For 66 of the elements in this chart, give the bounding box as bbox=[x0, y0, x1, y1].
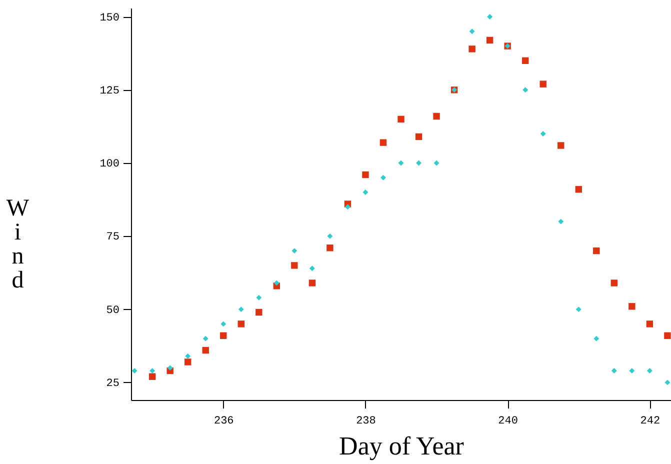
point bbox=[185, 353, 191, 359]
point bbox=[362, 171, 369, 178]
point bbox=[202, 336, 208, 342]
point bbox=[646, 368, 652, 374]
point bbox=[238, 320, 244, 328]
point bbox=[292, 248, 298, 254]
point bbox=[576, 306, 582, 312]
point bbox=[380, 139, 387, 146]
x-tick-label: 242 bbox=[640, 416, 660, 428]
point bbox=[415, 133, 422, 140]
point bbox=[540, 131, 546, 137]
point bbox=[434, 160, 440, 166]
point bbox=[220, 321, 226, 327]
x-tick-label: 236 bbox=[214, 416, 234, 428]
point bbox=[398, 116, 404, 123]
y-tick-label: 100 bbox=[100, 158, 120, 171]
point bbox=[468, 46, 476, 52]
point bbox=[594, 336, 600, 342]
y-tick-label: 25 bbox=[106, 378, 120, 390]
point bbox=[469, 28, 475, 34]
point bbox=[558, 142, 564, 149]
point bbox=[167, 365, 173, 371]
y-tick-label: 125 bbox=[100, 85, 120, 98]
point bbox=[486, 36, 494, 44]
point bbox=[558, 218, 564, 224]
point bbox=[132, 368, 138, 374]
point bbox=[326, 244, 334, 252]
point bbox=[593, 247, 600, 254]
x-axis-title: Day of Year bbox=[339, 432, 464, 460]
point bbox=[291, 262, 298, 269]
point bbox=[202, 346, 209, 354]
point bbox=[256, 308, 262, 316]
point bbox=[380, 174, 386, 180]
point bbox=[308, 280, 316, 286]
point bbox=[220, 332, 227, 339]
point bbox=[184, 358, 192, 366]
point bbox=[398, 160, 404, 166]
point bbox=[433, 112, 440, 120]
point bbox=[664, 380, 670, 386]
point bbox=[664, 332, 671, 339]
point bbox=[628, 303, 636, 310]
x-tick-label: 238 bbox=[356, 416, 376, 428]
point bbox=[274, 280, 280, 286]
point bbox=[148, 373, 156, 380]
point bbox=[540, 80, 546, 88]
point bbox=[575, 186, 582, 193]
point bbox=[522, 87, 528, 93]
point bbox=[150, 368, 156, 374]
y-tick-label: 50 bbox=[106, 304, 120, 317]
point bbox=[629, 368, 635, 374]
point bbox=[344, 204, 350, 210]
point bbox=[610, 280, 618, 286]
y-axis-title: Wind bbox=[6, 196, 30, 294]
x-tick-label: 240 bbox=[498, 416, 518, 428]
y-tick-label: 150 bbox=[100, 12, 120, 24]
point bbox=[238, 306, 244, 312]
point bbox=[611, 368, 617, 374]
point bbox=[309, 266, 315, 272]
point bbox=[416, 160, 422, 166]
y-tick-label: 75 bbox=[106, 232, 120, 244]
point bbox=[646, 320, 654, 328]
point bbox=[362, 190, 368, 196]
point bbox=[327, 233, 333, 239]
point bbox=[487, 14, 493, 20]
point bbox=[522, 57, 529, 64]
point bbox=[256, 294, 262, 300]
